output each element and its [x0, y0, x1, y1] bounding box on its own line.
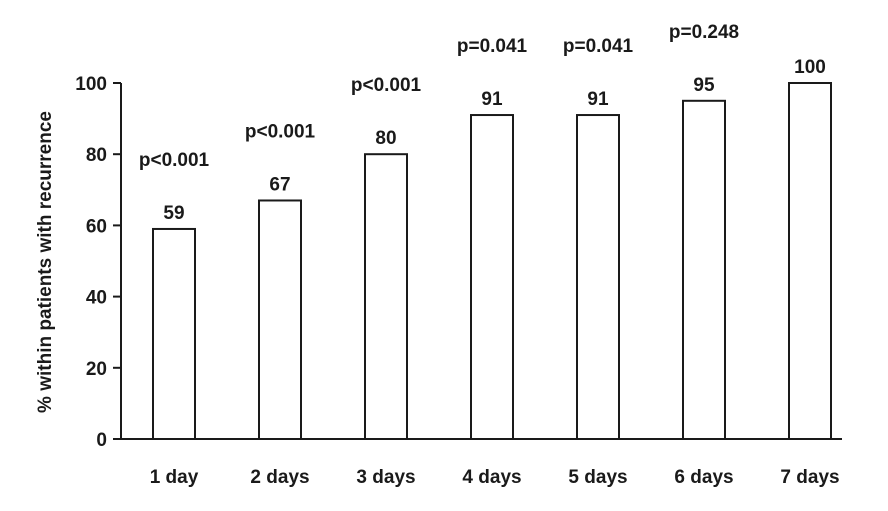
data-label: 80 — [375, 128, 396, 149]
x-axis: 1 day 2 days 3 days 4 days 5 days 6 days 7 day… — [121, 438, 842, 488]
data-label: 67 — [269, 174, 290, 195]
bar — [258, 199, 302, 440]
p-value-label: p<0.001 — [245, 121, 316, 142]
y-tick-label: 0 — [96, 430, 107, 451]
p-value-label: p<0.001 — [351, 75, 422, 96]
bar — [364, 153, 408, 440]
y-tick-label: 100 — [75, 74, 107, 95]
y-tick-label: 40 — [86, 288, 107, 309]
y-tick-label: 20 — [86, 359, 107, 380]
x-tick-label: 6 days — [674, 467, 733, 488]
p-value-label: p=0.248 — [669, 22, 739, 43]
x-tick-label: 3 days — [356, 467, 415, 488]
y-axis-label: % within patients with recurrence — [35, 111, 56, 413]
bar — [788, 82, 832, 440]
y-tick-label: 60 — [86, 216, 107, 237]
p-value-label: p<0.001 — [139, 150, 210, 171]
x-tick-label: 7 days — [780, 467, 839, 488]
x-tick-label: 2 days — [250, 467, 309, 488]
x-tick-label: 5 days — [568, 467, 627, 488]
bar — [470, 114, 514, 440]
y-tick-label: 80 — [86, 145, 107, 166]
x-tick-label: 1 day — [150, 467, 199, 488]
data-label: 100 — [794, 57, 826, 78]
x-tick-label: 4 days — [462, 467, 521, 488]
p-value-label: p=0.041 — [457, 36, 528, 57]
data-label: 91 — [481, 89, 503, 110]
bar — [682, 99, 726, 441]
data-label: 91 — [587, 89, 609, 110]
y-axis: 0 20 40 60 80 100 — [75, 74, 122, 451]
data-label: 59 — [163, 203, 184, 224]
bar — [576, 114, 620, 440]
bar — [152, 227, 196, 440]
bars — [152, 82, 832, 441]
p-value-label: p=0.041 — [563, 36, 634, 57]
data-label: 95 — [693, 75, 715, 96]
bar-labels: 59 p<0.001 67 p<0.001 80 p<0.001 91 p=0.041 91 p=… — [139, 22, 826, 224]
